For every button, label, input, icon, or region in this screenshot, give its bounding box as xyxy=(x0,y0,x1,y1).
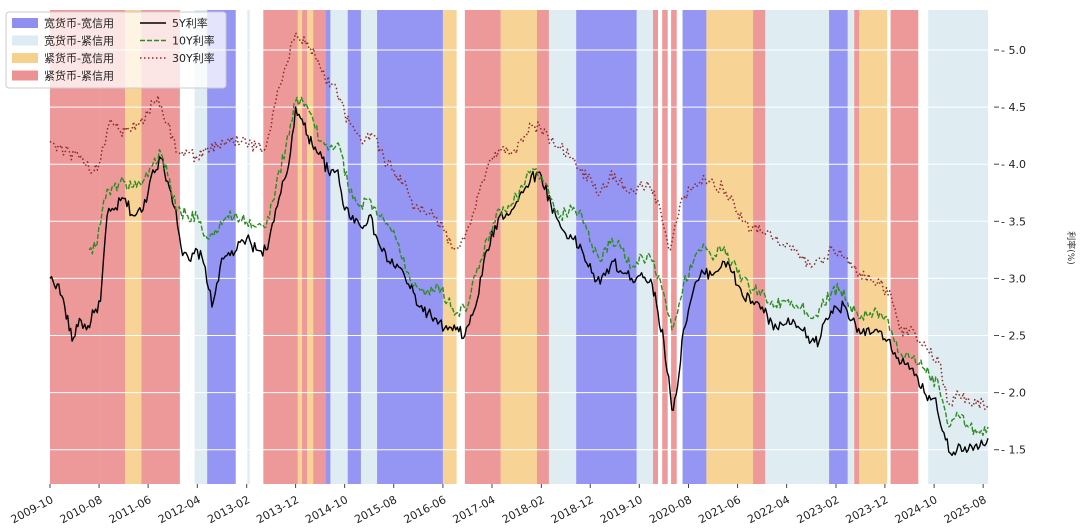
x-tick-label: 2018-12 xyxy=(549,493,596,526)
y-tick-label: - 1.5 xyxy=(1001,444,1026,457)
legend-label: 紧货币-紧信用 xyxy=(44,69,114,83)
regime-band xyxy=(890,10,919,484)
regime-band xyxy=(859,10,888,484)
x-tick-label: 2015-08 xyxy=(352,493,399,526)
regime-band xyxy=(636,10,654,484)
x-tick-label: 2018-02 xyxy=(500,493,547,526)
y-tick-label: - 3.0 xyxy=(1001,272,1026,285)
x-tick-label: 2016-06 xyxy=(402,493,449,526)
x-tick-label: 2019-10 xyxy=(598,493,645,526)
x-tick-label: 2020-08 xyxy=(647,493,694,526)
regime-band xyxy=(307,10,314,484)
y-tick-label: - 5.0 xyxy=(1001,44,1026,57)
regime-band xyxy=(442,10,457,484)
regime-band xyxy=(671,10,677,484)
regime-bands xyxy=(50,10,988,484)
regime-band xyxy=(500,10,537,484)
regime-band xyxy=(194,10,208,484)
regime-band xyxy=(847,10,855,484)
x-tick-label: 2010-08 xyxy=(58,493,105,526)
x-tick-label: 2022-04 xyxy=(745,493,792,526)
regime-band xyxy=(313,10,326,484)
x-axis: 2009-10 2010-08 2011-06 2012-04 2013-02 2013-… xyxy=(9,484,989,526)
regime-band xyxy=(360,10,378,484)
regime-band xyxy=(829,10,848,484)
x-tick-label: 2017-04 xyxy=(451,493,498,526)
regime-band xyxy=(302,10,308,484)
regime-band xyxy=(653,10,659,484)
regime-band xyxy=(548,10,577,484)
x-tick-label: 2023-12 xyxy=(844,493,891,526)
series-line xyxy=(88,96,989,436)
y-tick-label: - 4.5 xyxy=(1001,101,1026,114)
regime-band xyxy=(99,10,126,484)
legend-swatch xyxy=(12,70,38,81)
legend-swatch xyxy=(12,35,38,46)
y-tick-label: - 4.0 xyxy=(1001,158,1026,171)
regime-band xyxy=(297,10,303,484)
x-tick-label: 2024-10 xyxy=(893,493,940,526)
legend-box xyxy=(5,11,227,89)
y-axis: - 1.5 - 2.0 - 2.5 - 3.0 - 3.5 - 4.0 - 4.5 - 5.0 xyxy=(994,44,1026,457)
regime-band xyxy=(536,10,549,484)
x-tick-label: 2021-06 xyxy=(696,493,743,526)
legend-label: 10Y利率 xyxy=(172,34,215,48)
legend-swatch xyxy=(12,18,38,28)
legend-label: 宽货币-宽信用 xyxy=(44,16,114,30)
legend-label: 30Y利率 xyxy=(172,51,215,65)
x-tick-label: 2009-10 xyxy=(9,493,56,526)
regime-band xyxy=(765,10,830,484)
regime-band xyxy=(662,10,668,484)
series-lines xyxy=(49,32,989,457)
regime-band xyxy=(706,10,754,484)
regime-band xyxy=(464,10,501,484)
x-tick-label: 2013-02 xyxy=(205,493,252,526)
regime-band xyxy=(325,10,331,484)
regime-band xyxy=(576,10,637,484)
series-line xyxy=(49,32,989,410)
x-tick-label: 2011-06 xyxy=(107,493,154,526)
legend-label: 紧货币-宽信用 xyxy=(44,51,114,65)
regime-band xyxy=(141,10,180,484)
regime-band xyxy=(263,10,298,484)
regime-band xyxy=(330,10,348,484)
y-tick-label: - 2.5 xyxy=(1001,330,1026,343)
x-tick-label: 2013-12 xyxy=(254,493,301,526)
legend-label: 5Y利率 xyxy=(172,16,208,30)
regime-band xyxy=(347,10,361,484)
legend-swatch xyxy=(12,53,38,63)
regime-band xyxy=(377,10,443,484)
regime-band xyxy=(50,10,100,484)
y-tick-label: - 2.0 xyxy=(1001,387,1026,400)
series-line xyxy=(49,106,989,457)
legend-label: 宽货币-紧信用 xyxy=(44,34,114,48)
y-tick-label: - 3.5 xyxy=(1001,215,1026,228)
x-tick-label: 2025-08 xyxy=(942,493,989,526)
x-tick-label: 2012-04 xyxy=(156,493,203,526)
x-tick-label: 2014-10 xyxy=(303,493,350,526)
regime-band xyxy=(207,10,236,484)
regime-band xyxy=(928,10,988,484)
regime-band xyxy=(753,10,766,484)
regime-band xyxy=(125,10,142,484)
y-axis-label: 利率(%) xyxy=(1065,231,1077,265)
regime-band xyxy=(854,10,860,484)
regime-band xyxy=(682,10,707,484)
regime-band xyxy=(247,10,250,484)
x-tick-label: 2023-02 xyxy=(795,493,842,526)
